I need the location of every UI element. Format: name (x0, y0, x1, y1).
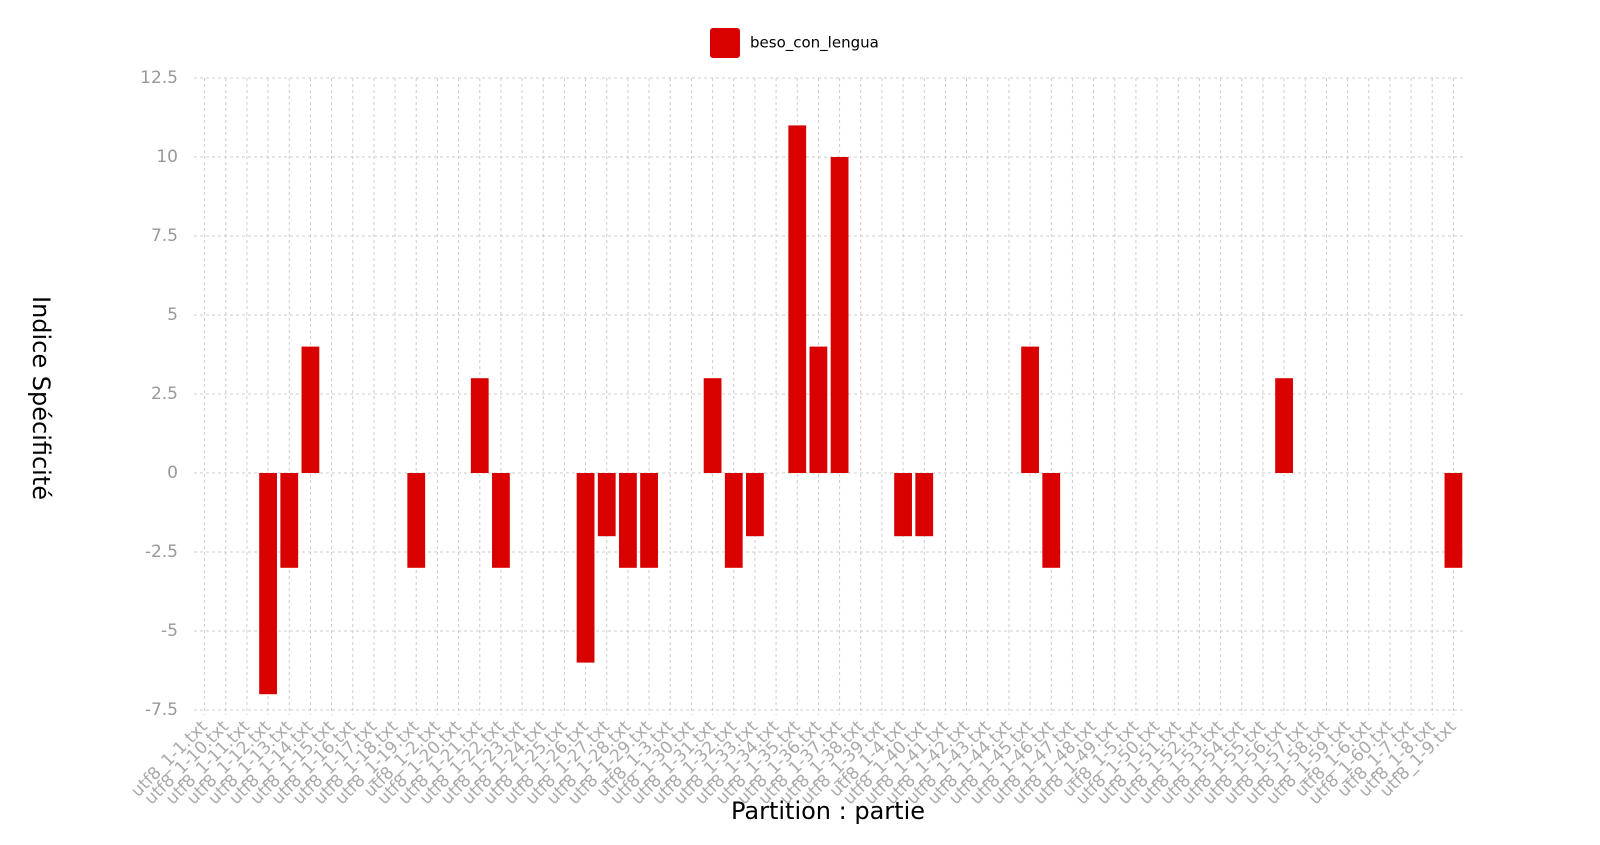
bar (1275, 378, 1293, 473)
y-tick-label: -5 (161, 621, 178, 641)
y-tick-label: 5 (167, 305, 178, 325)
bar (894, 473, 912, 537)
y-tick-label: 10 (156, 147, 178, 167)
bar (830, 157, 849, 473)
bar (597, 473, 616, 537)
bar (470, 378, 489, 473)
bar (492, 473, 510, 568)
y-tick-label: 7.5 (151, 226, 178, 246)
bar (915, 473, 934, 537)
y-axis-title: Indice Spécificité (27, 296, 55, 500)
bar (407, 473, 426, 568)
bar (619, 473, 637, 568)
bar (576, 473, 595, 663)
bar (703, 378, 722, 473)
bar (1021, 346, 1039, 473)
bar (788, 125, 807, 474)
bar (301, 346, 320, 473)
y-tick-label: 12.5 (140, 68, 178, 88)
bar (259, 473, 277, 695)
legend-label[interactable]: beso_con_lengua (750, 34, 879, 53)
bar (1042, 473, 1061, 568)
bar (640, 473, 658, 568)
y-tick-label: -2.5 (145, 542, 178, 562)
legend-swatch[interactable] (710, 28, 740, 58)
y-tick-label: -7.5 (145, 700, 178, 720)
bar (280, 473, 299, 568)
bar (1444, 473, 1463, 568)
bar (809, 346, 828, 473)
x-axis-title: Partition : partie (731, 797, 925, 825)
y-tick-label: 2.5 (151, 384, 178, 404)
bar (724, 473, 743, 568)
bar (746, 473, 764, 537)
y-tick-label: 0 (167, 463, 178, 483)
